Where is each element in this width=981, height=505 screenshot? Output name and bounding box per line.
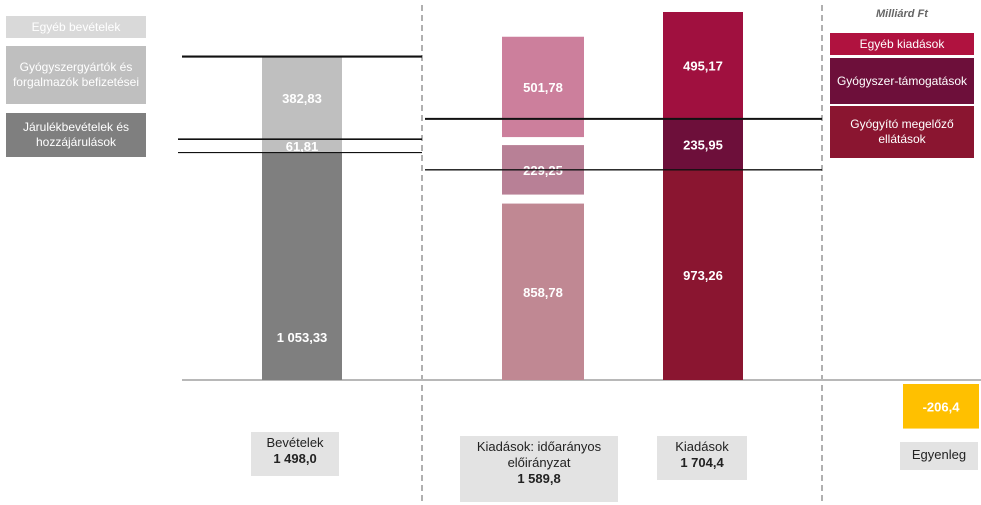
bar-segment-kiadasok-idoaranyos-eloiranyzat-3 <box>502 36 584 138</box>
category-label-bevetelek: Bevételek 1 498,0 <box>251 432 339 476</box>
category-label-kiadasok: Kiadások 1 704,4 <box>657 436 747 480</box>
category-total: 1 498,0 <box>273 451 317 466</box>
category-total: 1 704,4 <box>680 455 724 470</box>
legend-item-gyogyszer-tamogatasok: Gyógyszer-támogatások <box>830 58 974 104</box>
bar-segment-kiadasok-2 <box>663 118 743 170</box>
category-name: Kiadások <box>675 439 729 454</box>
data-label-bevetelek-2: 61,81 <box>286 139 319 154</box>
data-label-bevetelek-1: 1 053,33 <box>277 330 328 345</box>
bar-segment-kiadasok-idoaranyos-eloiranyzat-1 <box>502 203 584 380</box>
category-total: 1 589,8 <box>517 471 561 486</box>
bar-segment-bevetelek-3 <box>262 56 342 140</box>
data-label-kiadasok-idoaranyos-eloiranyzat-3: 501,78 <box>523 80 563 95</box>
category-name: Bevételek <box>266 435 324 450</box>
bar-segment-bevetelek-1 <box>262 152 342 380</box>
data-label-kiadasok-1: 973,26 <box>683 268 723 283</box>
category-label-idoaranyos: Kiadások: időarányos előirányzat 1 589,8 <box>460 436 618 502</box>
category-name: Kiadások: időarányos előirányzat <box>476 439 602 470</box>
unit-label: Milliárd Ft <box>876 8 928 20</box>
bar-segment-egyenleg-1 <box>903 384 979 429</box>
category-label-egyenleg: Egyenleg <box>900 442 978 470</box>
legend-item-gyogyszergyartok: Gyógyszergyártók és forgalmazók befizeté… <box>6 46 146 104</box>
bar-segment-kiadasok-1 <box>663 169 743 380</box>
bar-segment-kiadasok-3 <box>663 12 743 119</box>
data-label-egyenleg-1: -206,4 <box>923 399 961 414</box>
bar-segment-bevetelek-2 <box>262 139 342 153</box>
data-label-kiadasok-3: 495,17 <box>683 58 723 73</box>
legend-item-egyeb-bevetelek: Egyéb bevételek <box>6 16 146 38</box>
legend-item-jarulekbevetelek: Járulékbevételek és hozzájárulások <box>6 113 146 157</box>
legend-item-egyeb-kiadasok: Egyéb kiadások <box>830 33 974 55</box>
data-label-bevetelek-3: 382,83 <box>282 91 322 106</box>
data-label-kiadasok-2: 235,95 <box>683 137 723 152</box>
category-name: Egyenleg <box>911 447 967 462</box>
data-label-kiadasok-idoaranyos-eloiranyzat-1: 858,78 <box>523 285 563 300</box>
legend-item-gyogyito-ellatasok: Gyógyító megelőző ellátások <box>830 106 974 158</box>
